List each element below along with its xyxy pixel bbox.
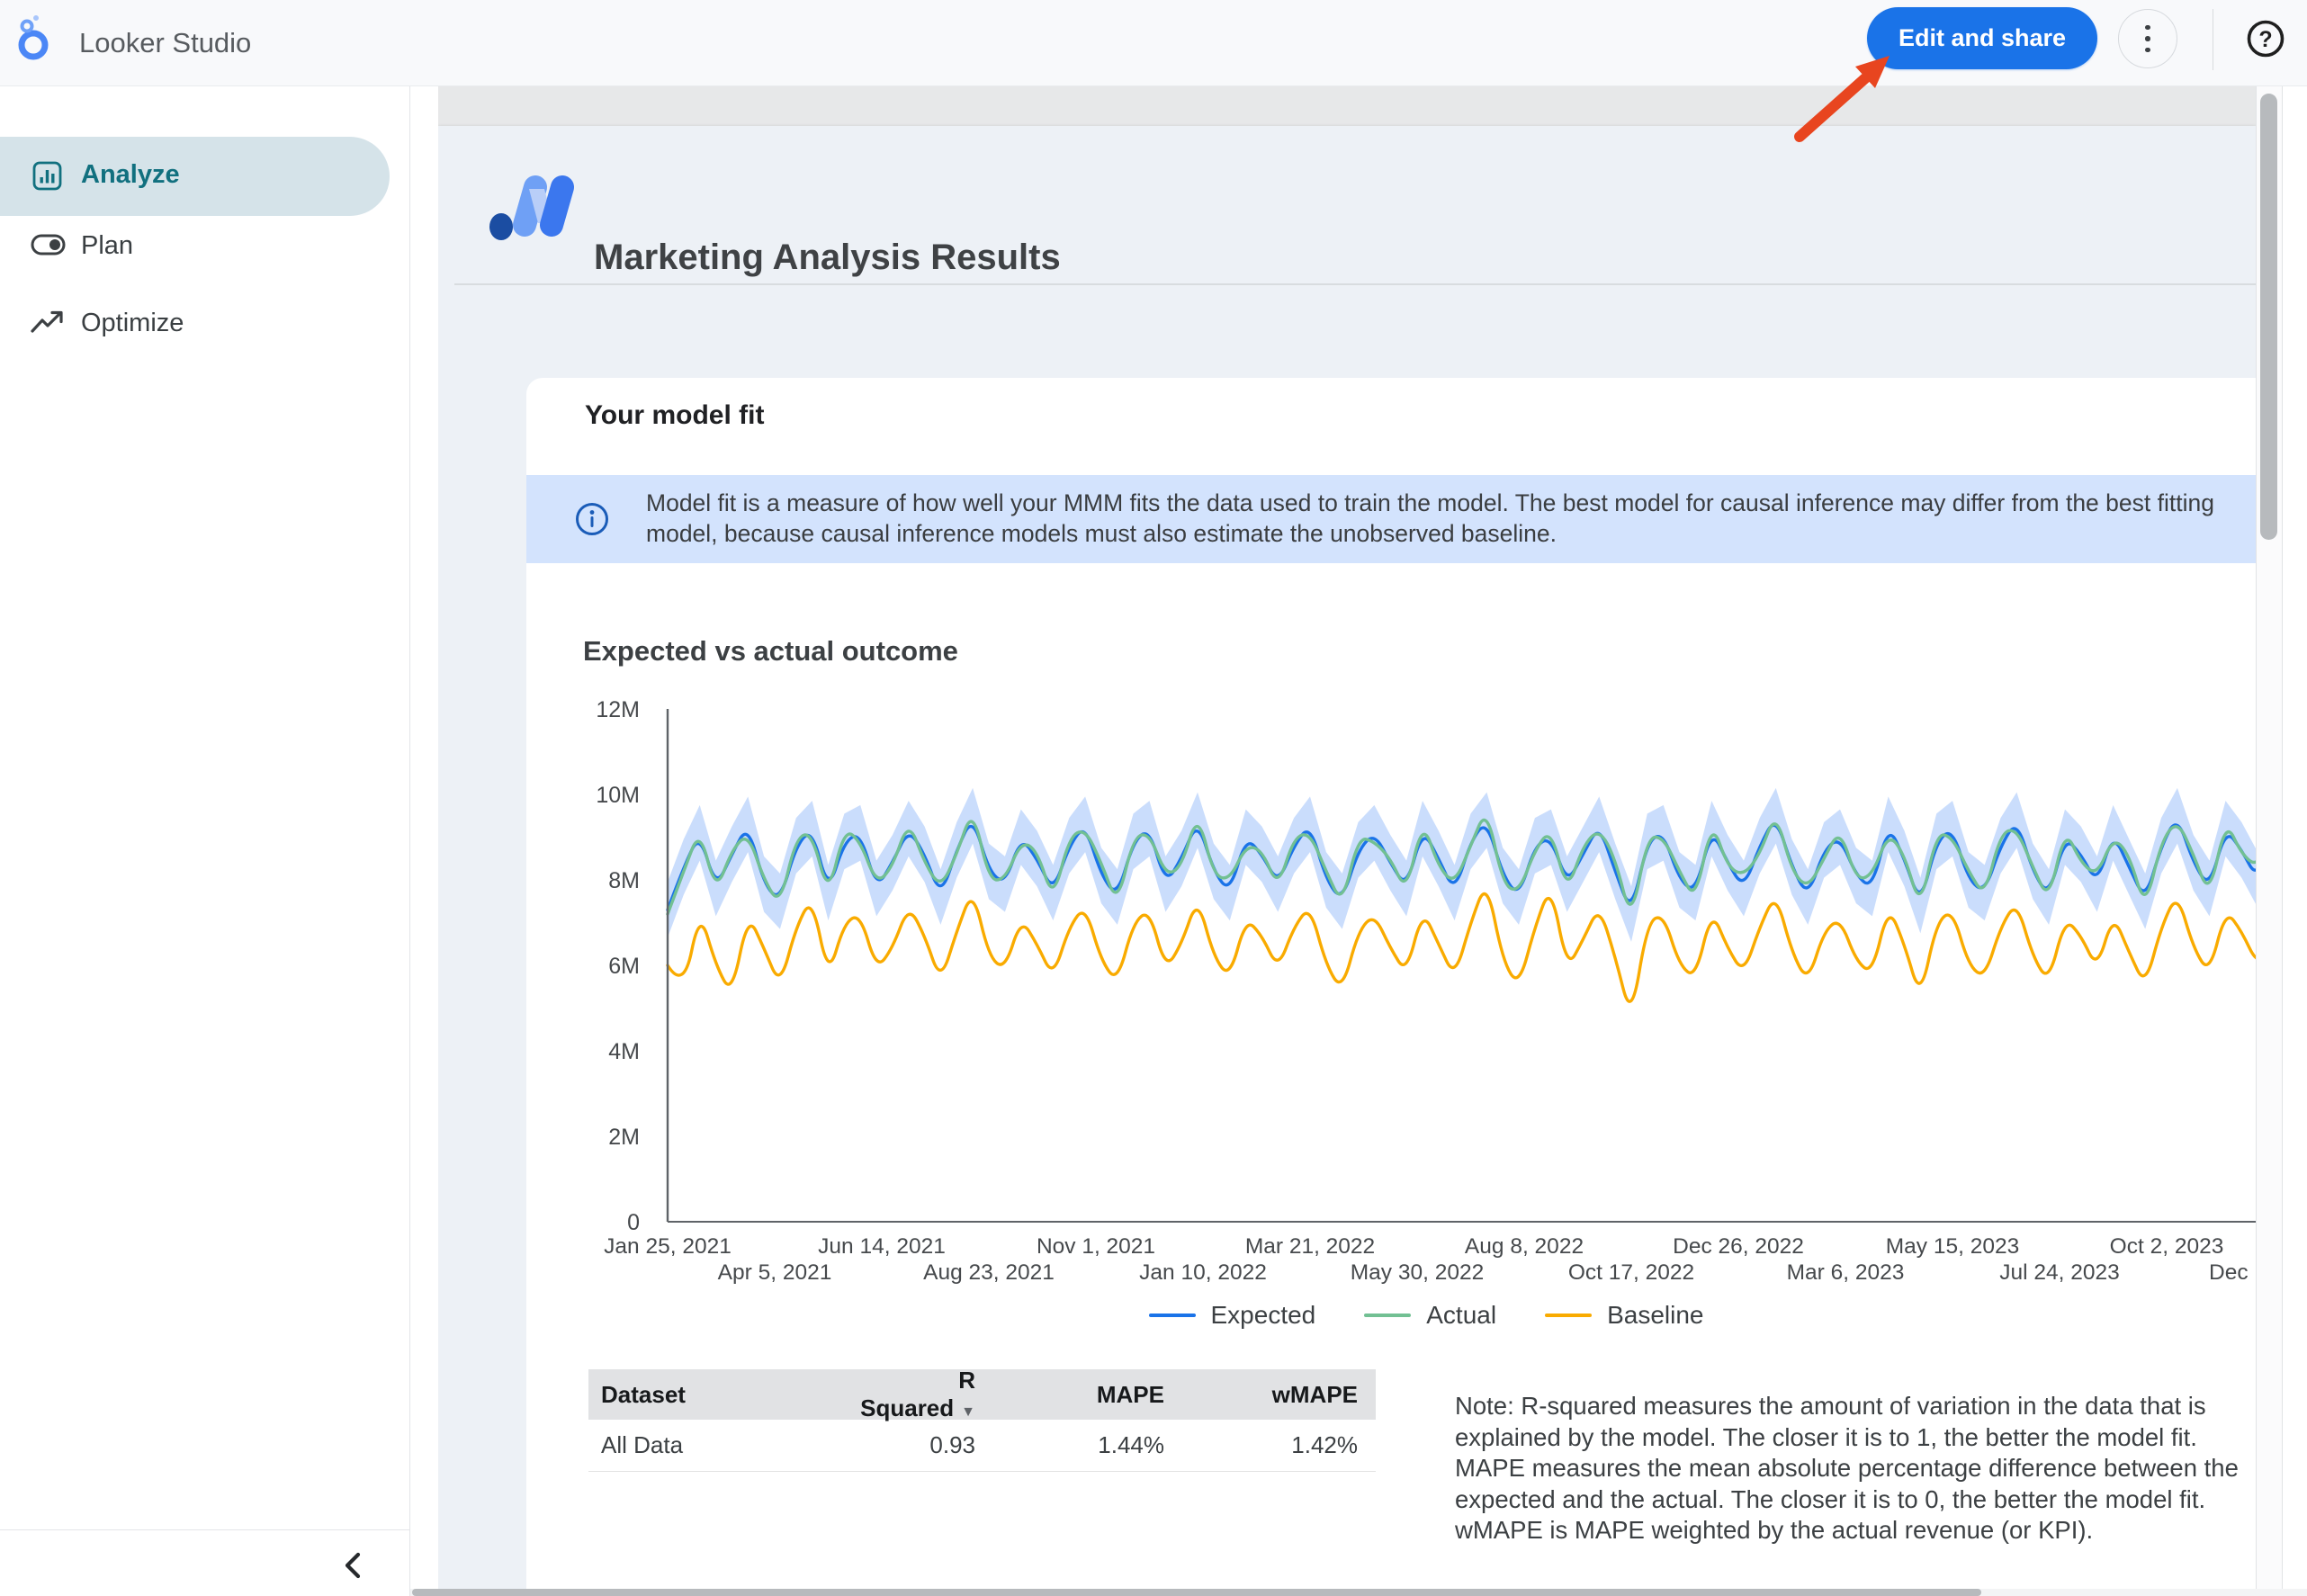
svg-text:Dec 11, 2023: Dec 11, 2023: [2209, 1260, 2256, 1285]
chart-title: Expected vs actual outcome: [583, 635, 958, 667]
svg-text:Jan 25, 2021: Jan 25, 2021: [604, 1234, 732, 1259]
cell-wmape: 1.42%: [1291, 1431, 1358, 1458]
vertical-scrollbar-thumb[interactable]: [2260, 94, 2277, 540]
svg-text:8M: 8M: [608, 868, 640, 893]
column-header-wmape[interactable]: wMAPE: [1271, 1380, 1358, 1408]
more-options-button[interactable]: [2118, 9, 2177, 68]
svg-text:Jul 24, 2023: Jul 24, 2023: [1999, 1260, 2120, 1285]
header-divider: [454, 283, 2256, 285]
column-header-mape[interactable]: MAPE: [1096, 1380, 1164, 1408]
right-gutter: [2284, 86, 2307, 1596]
svg-text:Aug 8, 2022: Aug 8, 2022: [1465, 1234, 1584, 1259]
sort-descending-icon: ▼: [961, 1404, 975, 1420]
sidebar-item-label: Plan: [81, 231, 134, 260]
baseline-line-swatch: [1545, 1313, 1593, 1318]
svg-text:Jan 10, 2022: Jan 10, 2022: [1139, 1260, 1267, 1285]
chevron-left-icon: [345, 1552, 361, 1578]
cell-mape: 1.44%: [1098, 1431, 1164, 1458]
table-empty-area: [588, 1472, 1376, 1589]
help-icon: ?: [2247, 20, 2285, 58]
svg-text:6M: 6M: [608, 954, 640, 979]
svg-text:Oct 2, 2023: Oct 2, 2023: [2110, 1234, 2224, 1259]
svg-text:Mar 21, 2022: Mar 21, 2022: [1245, 1234, 1375, 1259]
svg-text:Apr 5, 2021: Apr 5, 2021: [718, 1260, 832, 1285]
svg-text:2M: 2M: [608, 1125, 640, 1150]
info-icon: [576, 503, 608, 535]
sidebar-item-optimize[interactable]: Optimize: [0, 290, 409, 354]
svg-text:0: 0: [627, 1210, 640, 1235]
sidebar: Analyze Plan Optimize: [0, 86, 410, 1596]
legend-item-expected[interactable]: Expected: [1148, 1301, 1316, 1330]
svg-text:Jun 14, 2021: Jun 14, 2021: [818, 1234, 946, 1259]
svg-text:May 15, 2023: May 15, 2023: [1886, 1234, 2019, 1259]
svg-text:May 30, 2022: May 30, 2022: [1351, 1260, 1484, 1285]
report-canvas: Marketing Analysis Results Your model fi…: [438, 126, 2256, 1596]
legend-item-actual[interactable]: Actual: [1364, 1301, 1496, 1330]
legend-label: Expected: [1210, 1301, 1316, 1329]
sidebar-item-label: Optimize: [81, 309, 184, 337]
info-banner-text: Model fit is a measure of how well your …: [646, 489, 2214, 547]
help-button[interactable]: ?: [2246, 19, 2285, 58]
column-header-dataset[interactable]: Dataset: [601, 1380, 686, 1408]
expected-line-swatch: [1148, 1313, 1196, 1318]
toggle-icon: [31, 234, 66, 256]
product-title: Looker Studio: [79, 27, 252, 58]
cell-r-squared: 0.93: [929, 1431, 975, 1458]
chart-panel-icon: [32, 161, 62, 191]
svg-text:Nov 1, 2021: Nov 1, 2021: [1037, 1234, 1155, 1259]
table-header-row: Dataset R Squared ▼ MAPE wMAPE: [588, 1367, 1376, 1421]
info-banner: Model fit is a measure of how well your …: [526, 475, 2256, 563]
model-fit-card: Your model fit Model fit is a measure of…: [526, 378, 2256, 1596]
actual-line-swatch: [1364, 1313, 1412, 1318]
sidebar-item-label: Analyze: [81, 160, 180, 189]
svg-text:4M: 4M: [608, 1039, 640, 1064]
legend-label: Actual: [1426, 1301, 1497, 1329]
svg-text:?: ?: [2258, 27, 2272, 52]
table-row: All Data 0.93 1.44% 1.42%: [588, 1420, 1376, 1472]
cell-dataset: All Data: [601, 1431, 684, 1458]
svg-text:Dec 26, 2022: Dec 26, 2022: [1673, 1234, 1804, 1259]
horizontal-scrollbar-thumb[interactable]: [412, 1589, 1981, 1596]
trending-up-icon: [31, 310, 63, 333]
sidebar-item-plan[interactable]: Plan: [0, 212, 409, 277]
edit-and-share-button[interactable]: Edit and share: [1867, 7, 2097, 69]
sidebar-item-analyze[interactable]: Analyze: [0, 137, 390, 216]
meridian-logo-icon: [489, 167, 579, 248]
legend-item-baseline[interactable]: Baseline: [1545, 1301, 1703, 1330]
report-viewport: Marketing Analysis Results Your model fi…: [438, 86, 2256, 1596]
legend-label: Baseline: [1607, 1301, 1704, 1329]
svg-text:Mar 6, 2023: Mar 6, 2023: [1787, 1260, 1905, 1285]
column-header-r-squared[interactable]: R Squared ▼: [860, 1367, 975, 1421]
card-title: Your model fit: [585, 400, 765, 430]
svg-text:Aug 23, 2021: Aug 23, 2021: [923, 1260, 1055, 1285]
note-text: Note: R-squared measures the amount of v…: [1455, 1392, 2239, 1545]
svg-text:12M: 12M: [596, 697, 640, 722]
svg-text:Oct 17, 2022: Oct 17, 2022: [1568, 1260, 1694, 1285]
report-title: Marketing Analysis Results: [594, 238, 1061, 277]
chart-legend: Expected Actual Baseline: [616, 1297, 2236, 1333]
model-fit-table: Dataset R Squared ▼ MAPE wMAPE All Data 0…: [588, 1367, 1376, 1589]
expected-vs-actual-chart[interactable]: 0 2M 4M 6M 8M 10M 12M Jan 25, 2021 Apr 5, 2021 Ju…: [576, 691, 2256, 1321]
sidebar-footer: [0, 1529, 409, 1596]
looker-studio-logo-icon: [16, 13, 58, 73]
topbar: Looker Studio Edit and share ?: [0, 0, 2307, 86]
collapse-sidebar-button[interactable]: [335, 1548, 371, 1584]
svg-text:10M: 10M: [596, 783, 640, 808]
